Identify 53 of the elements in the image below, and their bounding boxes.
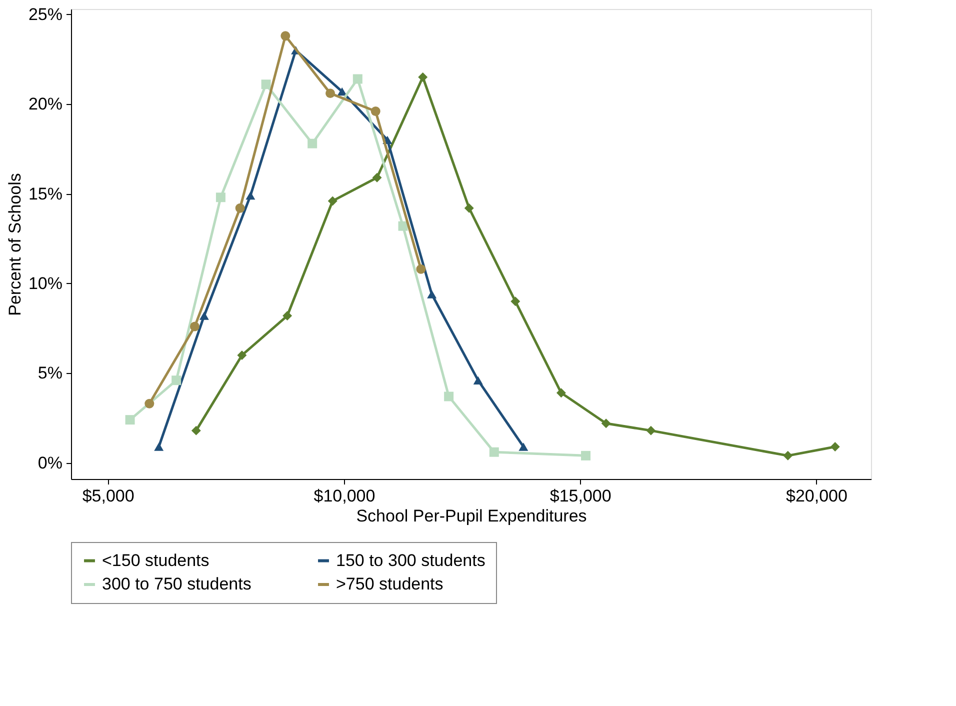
y-axis-title: Percent of Schools — [5, 173, 24, 316]
x-tick-label: $10,000 — [314, 486, 376, 506]
point — [427, 290, 437, 298]
point — [418, 72, 428, 82]
point — [144, 398, 154, 408]
point — [199, 312, 209, 320]
point — [352, 74, 362, 84]
x-axis-title: School Per-Pupil Expenditures — [356, 506, 587, 526]
point — [216, 192, 226, 202]
point — [518, 442, 528, 451]
point — [191, 426, 201, 436]
point — [328, 196, 338, 206]
point — [444, 392, 454, 402]
point — [237, 350, 247, 360]
legend-label: 300 to 750 students — [102, 574, 252, 594]
y-tick-label: 10% — [28, 274, 62, 293]
point — [398, 221, 408, 231]
point — [464, 203, 474, 213]
point — [489, 447, 499, 457]
point — [416, 264, 426, 274]
point — [783, 450, 793, 460]
legend-label: >750 students — [336, 574, 444, 594]
point — [510, 296, 520, 306]
point — [601, 418, 611, 428]
y-tick-label: 0% — [38, 453, 62, 472]
point — [261, 80, 271, 90]
point — [154, 442, 164, 451]
x-tick-label: $15,000 — [550, 486, 612, 506]
point — [326, 88, 336, 98]
point — [308, 138, 318, 148]
point — [830, 442, 840, 452]
x-tick-label: $20,000 — [786, 486, 848, 506]
y-tick-label: 25% — [28, 4, 62, 24]
x-tick-label: $5,000 — [82, 486, 134, 506]
point — [473, 376, 483, 384]
point — [280, 31, 290, 41]
point — [235, 203, 245, 213]
point — [581, 450, 590, 460]
point — [190, 322, 200, 332]
point — [246, 191, 256, 200]
point — [646, 426, 656, 436]
point — [370, 106, 380, 116]
point — [125, 415, 135, 425]
point — [556, 388, 566, 398]
point — [372, 172, 382, 182]
point — [337, 87, 347, 96]
point — [172, 376, 182, 386]
point — [282, 311, 292, 320]
y-tick-label: 20% — [28, 94, 62, 114]
legend-label: 150 to 300 students — [336, 550, 486, 570]
legend-label: <150 students — [102, 550, 210, 570]
y-tick-label: 5% — [38, 364, 62, 383]
y-tick-label: 15% — [28, 184, 62, 204]
